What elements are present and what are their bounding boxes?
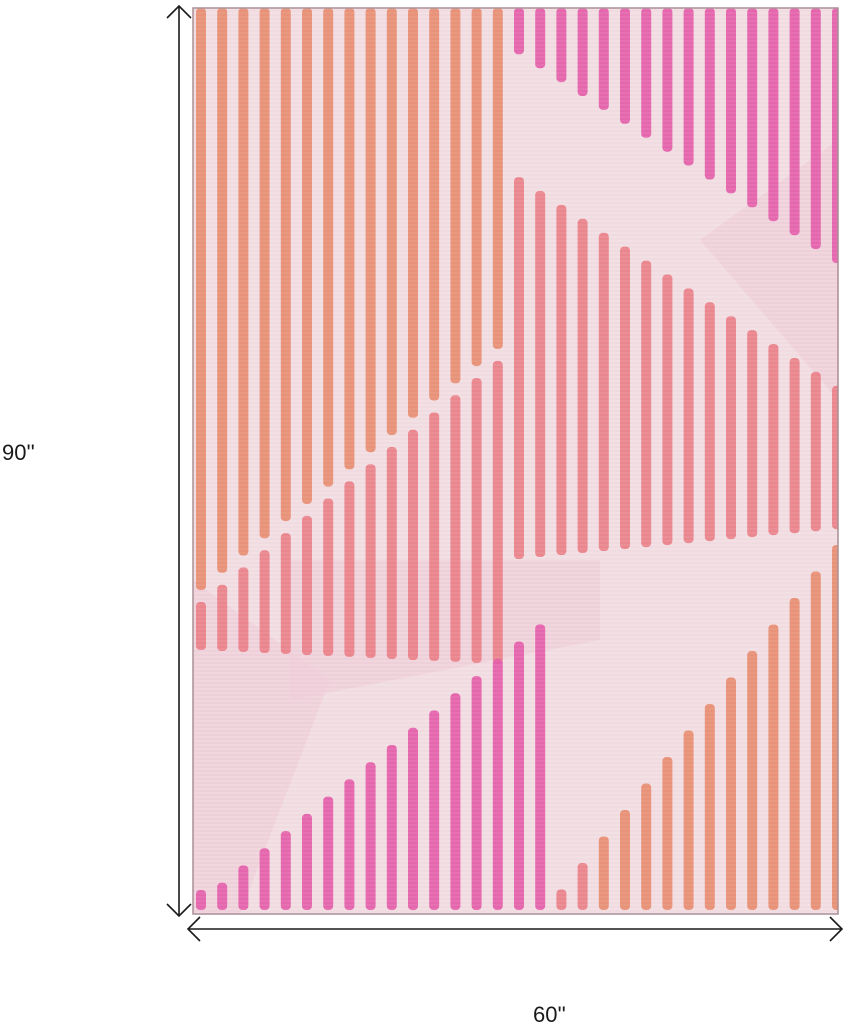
- rug-texture: [193, 8, 838, 914]
- width-label: 60'': [533, 1002, 566, 1027]
- rug: [192, 7, 839, 915]
- width-dimension-arrow: [186, 916, 844, 942]
- height-dimension-arrow: [166, 4, 192, 918]
- rug-edge: [192, 7, 839, 915]
- height-label: 90'': [2, 440, 35, 465]
